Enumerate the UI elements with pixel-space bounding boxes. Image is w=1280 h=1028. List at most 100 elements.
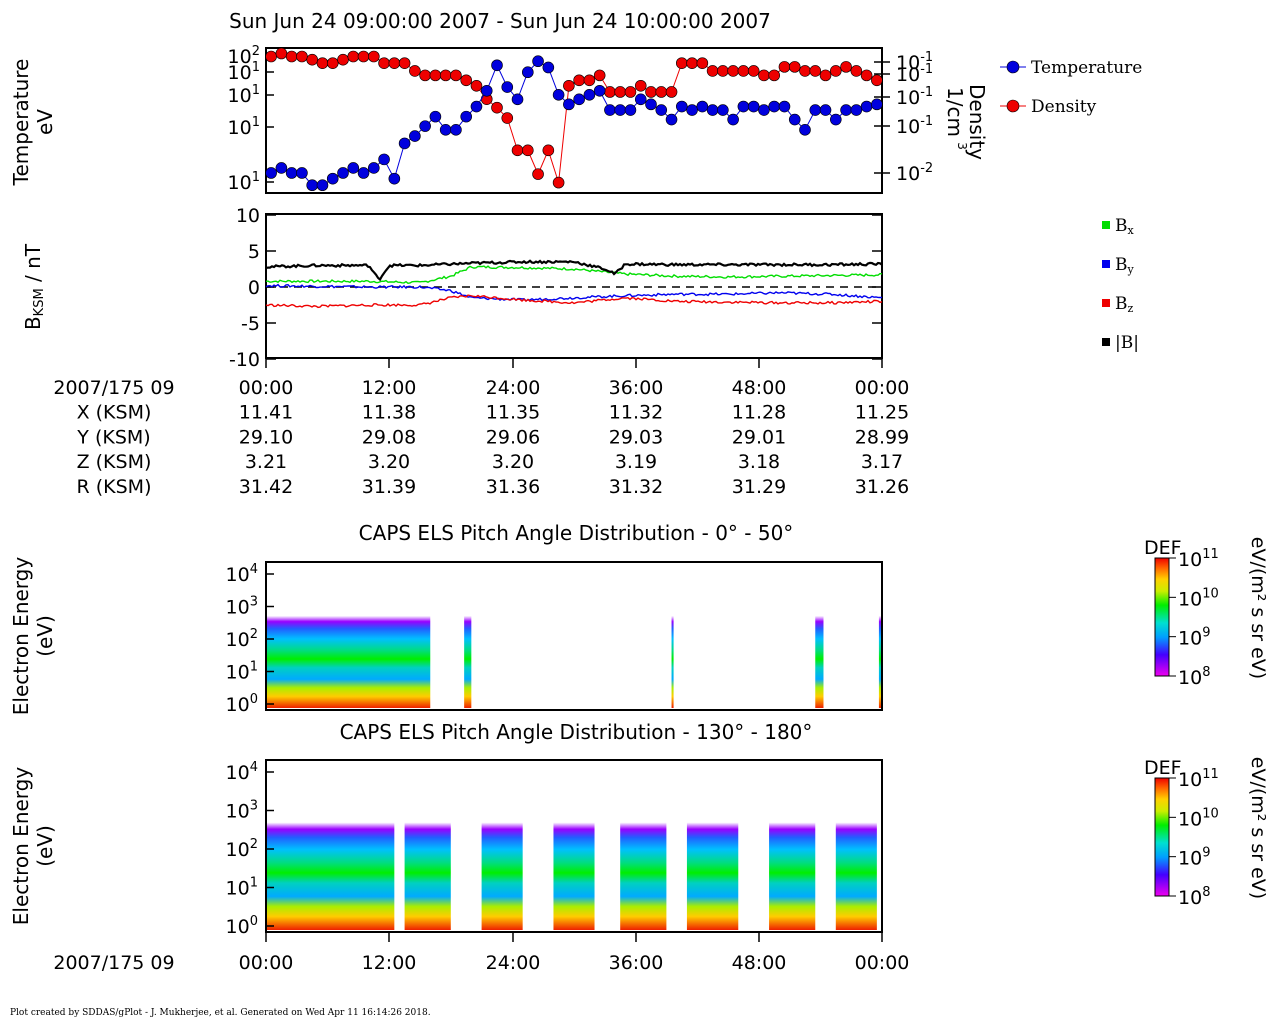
density-point	[419, 69, 431, 82]
density-point	[645, 86, 657, 98]
ephemeris-value: 3.20	[368, 451, 410, 473]
plasma-right-tick-label: 10-1	[896, 62, 933, 86]
els1-title: CAPS ELS Pitch Angle Distribution - 0° -…	[359, 521, 794, 545]
mag-legend: Bx By Bz |B|	[1102, 216, 1139, 353]
ephemeris-value: 3.19	[615, 451, 657, 473]
energy-tick-label: 102	[226, 837, 258, 861]
density-point	[634, 79, 647, 92]
ephemeris-value: 31.26	[855, 476, 909, 498]
density-point	[809, 65, 822, 77]
density-point	[747, 65, 760, 77]
energy-tick-label: 100	[226, 692, 258, 716]
legend-by-label: By	[1115, 255, 1135, 276]
temperature-point	[501, 81, 514, 93]
els-panel-1: CAPS ELS Pitch Angle Distribution - 0° -…	[9, 521, 883, 716]
mag-axis-label-text: BKSM / nT	[21, 243, 47, 330]
density-point	[573, 74, 585, 87]
temperature-point	[470, 100, 483, 113]
plasma-left-tick-label: 101	[228, 60, 260, 84]
density-point	[532, 168, 544, 180]
spectrogram-block	[835, 762, 877, 930]
density-point	[593, 69, 606, 82]
mag-series-Bz-line	[265, 294, 883, 309]
density-point	[737, 65, 750, 77]
ephemeris-value: 3.20	[492, 451, 534, 473]
density-point	[850, 65, 863, 77]
ephemeris-time: 12:00	[362, 377, 417, 399]
temperature-point	[439, 124, 452, 136]
density-line	[270, 52, 878, 183]
density-point	[758, 69, 770, 82]
density-point	[799, 65, 811, 77]
plasma-right-tick-label: 10-1	[896, 85, 933, 109]
bottom-tick-label: 24:00	[486, 952, 541, 974]
density-point	[829, 65, 842, 77]
mag-series-Bx-line	[265, 265, 883, 285]
density-axis-unit-exp: 3	[955, 142, 969, 150]
density-point	[285, 50, 298, 63]
mag-axis-label: BKSM / nT	[21, 243, 47, 330]
els1-ticks: 104 103 102 101 100	[226, 562, 274, 716]
temperature-point	[306, 179, 319, 192]
temperature-point	[316, 179, 329, 192]
bottom-tick-label: 12:00	[362, 952, 417, 974]
temperature-point	[665, 113, 678, 126]
legend-btot-label: |B|	[1115, 333, 1139, 353]
density-axis-label: Density	[965, 84, 989, 160]
els1-frame	[265, 561, 883, 711]
legend-bx-marker	[1102, 221, 1110, 229]
temperature-point	[788, 113, 801, 126]
ephemeris-value: 31.39	[362, 476, 416, 498]
temperature-point	[429, 110, 442, 123]
temperature-point	[809, 104, 822, 116]
plasma-right-tick-label: 10-2	[896, 161, 933, 185]
density-point	[378, 57, 390, 69]
temperature-point	[265, 167, 277, 179]
temperature-point	[655, 104, 668, 116]
density-point	[563, 79, 575, 92]
ephemeris-value: 29.10	[239, 426, 293, 448]
temperature-point	[624, 104, 637, 116]
temperature-point	[367, 162, 380, 174]
colorbar-tick-label: 109	[1178, 626, 1210, 650]
spectrogram-block	[553, 762, 595, 930]
mag-ticks: 10 5 0 -5 -10	[229, 205, 882, 371]
temperature-point	[706, 104, 719, 116]
mag-frame	[265, 213, 883, 359]
energy-tick-label: 104	[226, 562, 258, 586]
temperature-point	[285, 167, 298, 179]
density-point	[552, 176, 565, 189]
plasma-frame	[265, 47, 883, 194]
ephemeris-time: 00:00	[855, 377, 910, 399]
colorbar-tick-label: 1011	[1178, 547, 1219, 571]
temperature-axis-label: Temperature	[9, 59, 33, 187]
plasma-right-tick-label: 10-1	[896, 50, 933, 74]
temperature-point	[275, 162, 288, 174]
colorbar-tick-label: 1011	[1178, 767, 1219, 791]
plasma-left-tick-label: 102	[228, 44, 260, 68]
density-point	[521, 144, 534, 157]
temperature-point	[604, 104, 616, 116]
colorbar-unit: eV/(m² s sr eV)	[1247, 757, 1269, 899]
bottom-time-axis: 2007/175 09 00:00 12:00 24:00 36:00 48:00 00:0…	[53, 358, 909, 974]
plasma-series	[265, 47, 883, 192]
temperature-axis-unit: eV	[33, 109, 57, 135]
density-point	[367, 50, 380, 63]
colorbar-unit: eV/(m² s sr eV)	[1247, 537, 1269, 679]
els2-spectrogram	[266, 762, 877, 930]
spectrogram-block	[815, 564, 824, 708]
density-point	[306, 53, 319, 66]
els1-axis-label: Electron Energy	[9, 557, 33, 716]
ephemeris-value: 3.18	[738, 451, 780, 473]
temperature-point	[573, 93, 585, 106]
energy-tick-label: 100	[226, 914, 258, 938]
energy-tick-label: 104	[226, 760, 258, 784]
plasma-right-ticks: 10-110-110-110-110-2	[874, 50, 933, 185]
ephemeris-row-label: R (KSM)	[77, 476, 152, 498]
mag-panel: 10 5 0 -5 -10 BKSM / nT Bx By Bz |B|	[21, 205, 1139, 371]
mag-series	[265, 259, 883, 309]
temperature-point	[675, 100, 688, 113]
colorbar-tick-label: 109	[1178, 846, 1210, 870]
credit-line: Plot created by SDDAS/gPlot - J. Mukherj…	[10, 1008, 431, 1018]
density-point	[316, 57, 329, 69]
